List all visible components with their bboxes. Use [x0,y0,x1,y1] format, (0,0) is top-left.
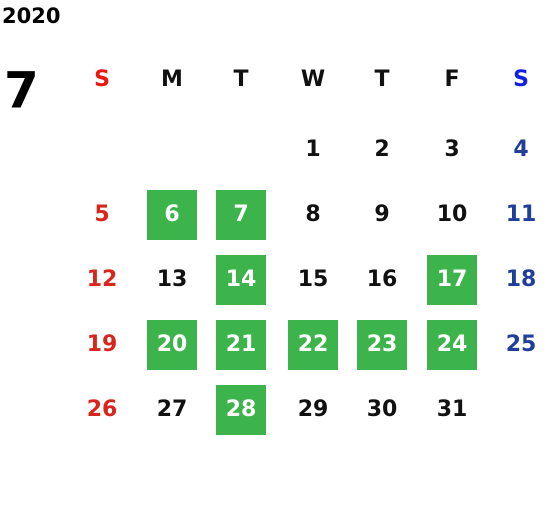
weekday-label: T [233,67,248,92]
weekday-label: S [513,67,529,92]
day-number: 23 [367,332,398,357]
day-number: 24 [437,332,468,357]
highlight-box [427,320,477,370]
day-number: 8 [305,202,320,227]
day-number: 5 [94,202,109,227]
day-number: 27 [157,397,188,422]
day-number: 31 [437,397,468,422]
weekday-label: F [444,67,459,92]
day-number: 4 [513,137,528,162]
day-number: 29 [298,397,329,422]
highlight-box [216,255,266,305]
day-number: 1 [305,137,320,162]
day-number: 17 [437,267,468,292]
day-number: 14 [226,267,257,292]
day-number: 16 [367,267,398,292]
day-number: 19 [87,332,118,357]
highlight-box [216,190,266,240]
day-number: 28 [226,397,257,422]
highlight-box [147,190,197,240]
highlight-box [288,320,338,370]
highlight-box [147,320,197,370]
day-number: 15 [298,267,329,292]
weekday-label: S [94,67,110,92]
weekday-label: T [374,67,389,92]
year: 2020 [2,4,60,28]
weekday-label: M [161,67,183,92]
day-number: 3 [444,137,459,162]
day-number: 12 [87,267,118,292]
day-number: 9 [374,202,389,227]
day-number: 20 [157,332,188,357]
day-number: 2 [374,137,389,162]
day-number: 26 [87,397,118,422]
day-number: 7 [233,202,248,227]
highlight-box [427,255,477,305]
weekday-label: W [301,67,325,92]
highlight-box [216,385,266,435]
day-number: 22 [298,332,329,357]
day-number: 25 [506,332,537,357]
day-number: 6 [164,202,179,227]
day-number: 13 [157,267,188,292]
highlight-box [216,320,266,370]
day-number: 30 [367,397,398,422]
day-number: 21 [226,332,257,357]
month: 7 [4,62,39,120]
day-number: 11 [506,202,537,227]
day-number: 18 [506,267,537,292]
highlight-box [357,320,407,370]
day-number: 10 [437,202,468,227]
